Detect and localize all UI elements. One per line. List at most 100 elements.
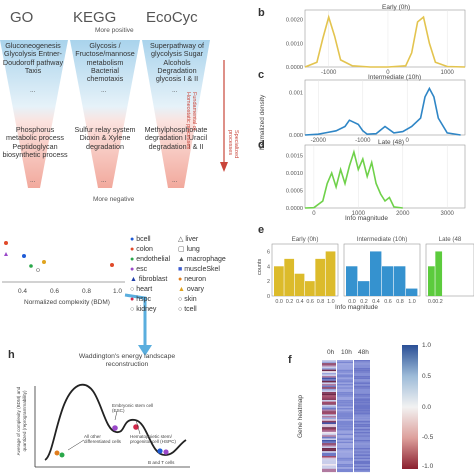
legend-label: lung xyxy=(186,246,200,253)
heatmap-cell xyxy=(322,401,336,404)
heatmap-cell xyxy=(322,448,336,450)
kegg-bottom-text: Sulfur relay system Dioxin & Xylene degr… xyxy=(74,125,136,151)
heatmap-cell xyxy=(354,470,370,473)
heatmap-cell xyxy=(322,452,336,455)
heatmap-cell xyxy=(322,379,336,381)
heatmap-cell xyxy=(322,361,336,364)
heatmap-cell xyxy=(354,400,370,402)
heatmap-cell xyxy=(354,446,370,449)
legend-marker: ○ xyxy=(178,296,185,303)
heatmap-cell xyxy=(354,403,370,405)
heatmap-cell xyxy=(322,446,336,449)
legend-marker: ▲ xyxy=(178,256,187,263)
panel-c-label: c xyxy=(258,69,265,81)
heatmap-cell xyxy=(337,433,353,436)
heatmap-cell xyxy=(322,406,336,409)
x-tick-label: -2000 xyxy=(311,138,327,144)
legend-marker: ● xyxy=(178,276,185,283)
legend-label: endothelial xyxy=(136,256,171,263)
heatmap-cell xyxy=(337,436,353,439)
heatmap-cell xyxy=(322,385,336,388)
ecocyc-top-text: Superpathway of glycolysis Sugar Alcohol… xyxy=(150,41,204,84)
differentiated-ball xyxy=(54,450,60,456)
scatter-point xyxy=(4,252,8,256)
heatmap-cell xyxy=(354,364,370,367)
heatmap-cell xyxy=(337,387,353,389)
heatmap-cell xyxy=(354,465,370,468)
heatmap-cell xyxy=(337,395,353,397)
kegg-top-text: Glycosis / Fructose/mannose metabolism B… xyxy=(75,41,135,84)
heatmap-cell xyxy=(322,443,336,445)
heatmap-cell xyxy=(322,470,336,473)
heatmap-cell xyxy=(322,465,336,468)
panel-d-xlabel: Info magnitude xyxy=(345,215,389,222)
heatmap-cell xyxy=(322,419,336,421)
heatmap-cell xyxy=(354,382,370,385)
heatmap-cell xyxy=(354,468,370,471)
annotation-hspc: Hematopoietic stem/ progenitor cell (HSP… xyxy=(130,434,176,445)
heatmap-cell xyxy=(354,408,370,410)
heatmap-cell xyxy=(337,372,353,375)
heatmap-cell xyxy=(354,406,370,409)
panel-h-label: h xyxy=(8,349,15,361)
heatmap-cell xyxy=(354,443,370,445)
heatmap-cell xyxy=(354,369,370,372)
heatmap-col-2: 48h xyxy=(358,349,369,356)
heatmap-cell xyxy=(354,464,370,466)
heatmap-cell xyxy=(354,451,370,453)
heatmap-cell xyxy=(337,451,353,453)
heatmap-cell xyxy=(337,390,353,393)
heatmap-cell xyxy=(337,376,353,378)
heatmap-cell xyxy=(337,459,353,461)
hist-y-tick: 2 xyxy=(267,279,270,285)
heatmap-cell xyxy=(354,366,370,369)
heatmap-cell xyxy=(354,441,370,444)
hist-bar xyxy=(315,258,326,296)
heatmap-cell xyxy=(337,401,353,404)
x-tick-label: 0 xyxy=(406,138,410,144)
hist-bar xyxy=(346,266,358,296)
legend-label: colon xyxy=(136,246,153,253)
hist-bar xyxy=(394,266,406,296)
heatmap-cell xyxy=(354,433,370,436)
heatmap-cell xyxy=(337,449,353,452)
heatmap-cell xyxy=(322,436,336,439)
esc-ball xyxy=(112,425,118,431)
colorbar-tick-1: 0.5 xyxy=(422,373,432,380)
heatmap-cell xyxy=(354,460,370,463)
heatmap-cell xyxy=(354,371,370,373)
heatmap-cell xyxy=(354,457,370,460)
heatmap-cell xyxy=(337,363,353,365)
heatmap-cell xyxy=(354,380,370,383)
legend-label: kidney xyxy=(136,306,157,313)
scatter-point xyxy=(42,260,46,264)
heatmap-cell xyxy=(337,456,353,458)
hist-x-tick: 0.2 xyxy=(286,299,294,305)
heatmap-cell xyxy=(322,387,336,389)
heatmap-cell xyxy=(337,412,353,415)
scatter-xtick-2: 0.8 xyxy=(82,288,92,295)
heatmap-cell xyxy=(354,388,370,391)
differentiated-ball xyxy=(59,452,65,458)
heatmap-cell xyxy=(337,467,353,469)
heatmap-cell xyxy=(337,468,353,471)
heatmap-cell xyxy=(322,412,336,415)
y-tick-label: 0.0015 xyxy=(286,154,303,160)
hist-x-tick: 0.2 xyxy=(435,299,443,305)
hist-bar xyxy=(274,266,284,296)
heatmap-cell xyxy=(354,412,370,415)
y-tick-label: 0.0000 xyxy=(286,65,303,71)
bcell-ball xyxy=(157,448,163,454)
heatmap-cell xyxy=(354,440,370,442)
scatter-point xyxy=(4,241,8,245)
heatmap-cell xyxy=(337,369,353,372)
kegg-bottom-dots: ... xyxy=(101,177,107,184)
heatmap-cell xyxy=(322,440,336,442)
heatmap-cell xyxy=(337,379,353,381)
heatmap-cell xyxy=(337,457,353,460)
panel-b-title: Early (0h) xyxy=(382,4,411,11)
legend-label: fibroblast xyxy=(138,276,168,283)
y-tick-label: 0.0010 xyxy=(286,41,303,47)
scatter-xtick-3: 1.0 xyxy=(113,288,123,295)
